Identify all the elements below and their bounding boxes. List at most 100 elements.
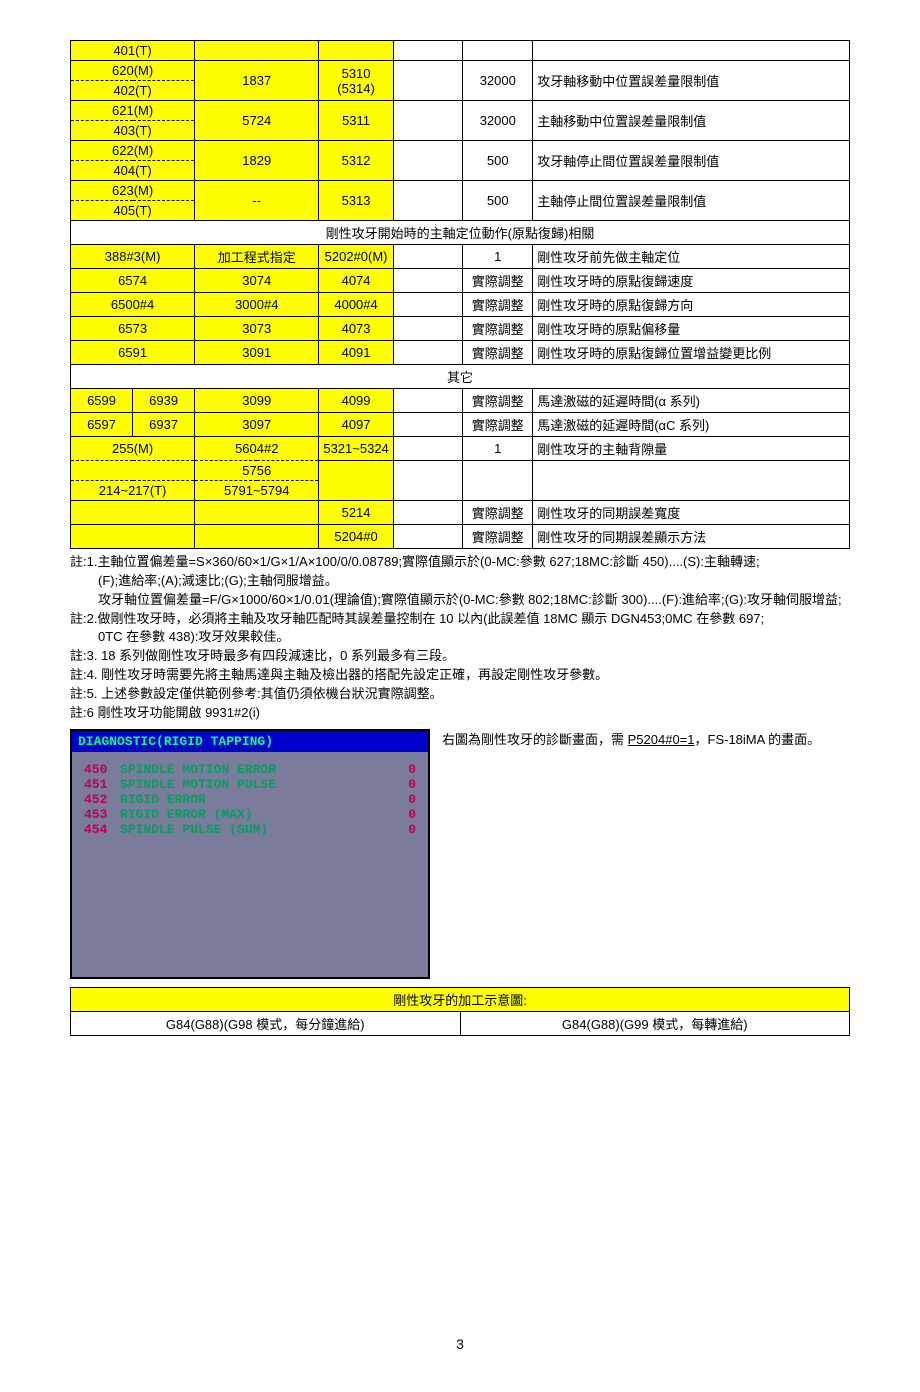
cell: 388#3(M) <box>71 245 195 269</box>
note-line: 攻牙軸位置偏差量=F/G×1000/60×1/0.01(理論值);實際值顯示於(… <box>70 591 850 610</box>
section-header: 剛性攻牙開始時的主軸定位動作(原點復歸)相關 <box>71 221 850 245</box>
cell: 214~217(T) <box>71 481 195 501</box>
cell: 5321~5324 <box>319 437 393 461</box>
diag-row: 452RIGID ERROR0 <box>84 792 416 807</box>
cell: 255(M) <box>71 437 195 461</box>
diagnostic-panel: DIAGNOSTIC(RIGID TAPPING) 450SPINDLE MOT… <box>70 729 430 979</box>
cell: 6937 <box>133 413 195 437</box>
cell: 404(T) <box>71 161 195 181</box>
cell: 5604#2 <box>195 437 319 461</box>
note-line: 註:2.做剛性攻牙時，必須將主軸及攻牙軸匹配時其誤差量控制在 10 以內(此誤差… <box>70 610 850 629</box>
cell: 6591 <box>71 341 195 365</box>
cell: 主軸停止間位置誤差量限制值 <box>533 181 850 221</box>
diagnostic-caption: 右圖為剛性攻牙的診斷畫面，需 P5204#0=1，FS-18iMA 的畫面。 <box>442 729 850 979</box>
cell: 401(T) <box>71 41 195 61</box>
cell: 實際調整 <box>463 293 533 317</box>
cell: 6939 <box>133 389 195 413</box>
cell: 實際調整 <box>463 501 533 525</box>
cell: 5204#0 <box>319 525 393 549</box>
cell: 405(T) <box>71 201 195 221</box>
cell: 5311 <box>319 101 393 141</box>
cell: 剛性攻牙時的原點復歸方向 <box>533 293 850 317</box>
note-line: 註:6 剛性攻牙功能開啟 9931#2(i) <box>70 704 850 723</box>
note-line: 0TC 在參數 438):攻牙效果較佳。 <box>70 628 850 647</box>
page-number: 3 <box>70 1336 850 1352</box>
cell: 馬達激磁的延遲時間(αC 系列) <box>533 413 850 437</box>
cell: 6597 <box>71 413 133 437</box>
cell: 622(M) <box>71 141 195 161</box>
caption-underline: P5204#0=1 <box>628 732 695 747</box>
cell: 剛性攻牙時的原點復歸速度 <box>533 269 850 293</box>
diag-row: 450SPINDLE MOTION ERROR0 <box>84 762 416 777</box>
cell: 32000 <box>463 101 533 141</box>
cell: 402(T) <box>71 81 195 101</box>
cell: 剛性攻牙時的原點偏移量 <box>533 317 850 341</box>
cell: 馬達激磁的延遲時間(α 系列) <box>533 389 850 413</box>
schematic-table: 剛性攻牙的加工示意圖: G84(G88)(G98 模式，每分鐘進給) G84(G… <box>70 987 850 1036</box>
note-line: (F);進給率;(A);減速比;(G);主軸伺服增益。 <box>70 572 850 591</box>
cell: 5791~5794 <box>195 481 319 501</box>
caption-text: 右圖為剛性攻牙的診斷畫面，需 <box>442 732 628 747</box>
cell: 500 <box>463 141 533 181</box>
cell <box>71 461 195 481</box>
cell: 攻牙軸移動中位置誤差量限制值 <box>533 61 850 101</box>
cell: 攻牙軸停止間位置誤差量限制值 <box>533 141 850 181</box>
cell: 4074 <box>319 269 393 293</box>
cell: 4073 <box>319 317 393 341</box>
cell: 3074 <box>195 269 319 293</box>
diag-row: 451SPINDLE MOTION PULSE0 <box>84 777 416 792</box>
cell: 4091 <box>319 341 393 365</box>
cell: 621(M) <box>71 101 195 121</box>
cell: 6574 <box>71 269 195 293</box>
schematic-header: 剛性攻牙的加工示意圖: <box>71 987 850 1011</box>
cell: 實際調整 <box>463 525 533 549</box>
cell: 623(M) <box>71 181 195 201</box>
cell: 4099 <box>319 389 393 413</box>
cell: 5724 <box>195 101 319 141</box>
note-line: 註:1.主軸位置偏差量=S×360/60×1/G×1/A×100/0/0.087… <box>70 553 850 572</box>
caption-text: ，FS-18iMA 的畫面。 <box>695 732 821 747</box>
cell: 實際調整 <box>463 317 533 341</box>
cell: 5214 <box>319 501 393 525</box>
note-line: 註:4. 剛性攻牙時需要先將主軸馬達與主軸及檢出器的搭配先設定正確，再設定剛性攻… <box>70 666 850 685</box>
note-line: 註:5. 上述參數設定僅供範例參考:其值仍須依機台狀況實際調整。 <box>70 685 850 704</box>
diagnostic-title: DIAGNOSTIC(RIGID TAPPING) <box>72 731 428 752</box>
cell: 6599 <box>71 389 133 413</box>
cell: 6500#4 <box>71 293 195 317</box>
schematic-right: G84(G88)(G99 模式，每轉進給) <box>460 1011 850 1035</box>
cell: 3073 <box>195 317 319 341</box>
cell: 主軸移動中位置誤差量限制值 <box>533 101 850 141</box>
cell: 1837 <box>195 61 319 101</box>
cell: 32000 <box>463 61 533 101</box>
note-line: 註:3. 18 系列做剛性攻牙時最多有四段減速比，0 系列最多有三段。 <box>70 647 850 666</box>
parameter-table: 401(T) 620(M) 1837 5310 (5314) 32000 攻牙軸… <box>70 40 850 549</box>
cell: 實際調整 <box>463 269 533 293</box>
cell: 5310 (5314) <box>319 61 393 101</box>
cell: 500 <box>463 181 533 221</box>
notes-block: 註:1.主軸位置偏差量=S×360/60×1/G×1/A×100/0/0.087… <box>70 553 850 723</box>
diag-row: 453RIGID ERROR (MAX)0 <box>84 807 416 822</box>
cell: 實際調整 <box>463 389 533 413</box>
cell: 實際調整 <box>463 413 533 437</box>
cell: 3099 <box>195 389 319 413</box>
cell: 5313 <box>319 181 393 221</box>
cell: 1 <box>463 437 533 461</box>
cell: 620(M) <box>71 61 195 81</box>
schematic-left: G84(G88)(G98 模式，每分鐘進給) <box>71 1011 461 1035</box>
cell: 剛性攻牙的同期誤差寬度 <box>533 501 850 525</box>
cell: 5756 <box>195 461 319 481</box>
cell: 3097 <box>195 413 319 437</box>
cell: -- <box>195 181 319 221</box>
cell: 403(T) <box>71 121 195 141</box>
cell: 6573 <box>71 317 195 341</box>
cell: 4000#4 <box>319 293 393 317</box>
cell: 剛性攻牙的主軸背隙量 <box>533 437 850 461</box>
cell: 4097 <box>319 413 393 437</box>
cell: 實際調整 <box>463 341 533 365</box>
cell: 1829 <box>195 141 319 181</box>
cell: 3091 <box>195 341 319 365</box>
cell: 剛性攻牙的同期誤差顯示方法 <box>533 525 850 549</box>
cell: 5312 <box>319 141 393 181</box>
cell: 加工程式指定 <box>195 245 319 269</box>
cell: 剛性攻牙時的原點復歸位置增益變更比例 <box>533 341 850 365</box>
